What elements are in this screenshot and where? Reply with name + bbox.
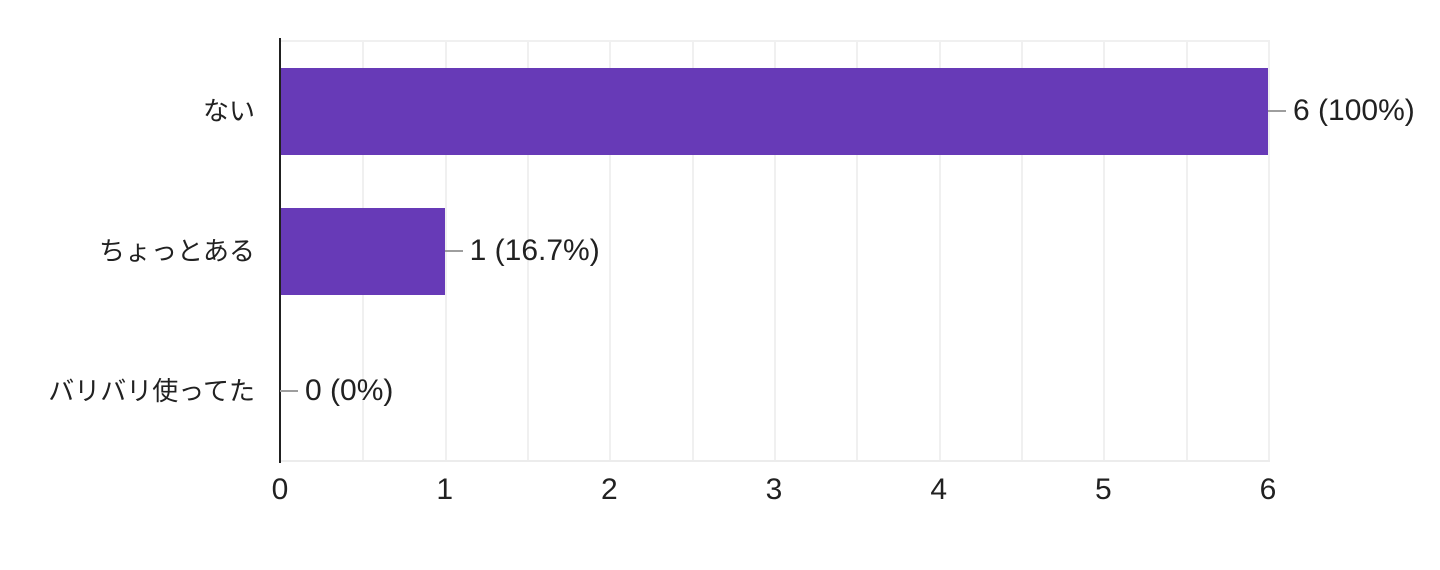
v-gridline <box>1021 41 1023 461</box>
bar-value-label: 0 (0%) <box>305 374 394 407</box>
x-tick-label: 1 <box>436 473 453 506</box>
v-gridline <box>691 41 694 461</box>
bar <box>281 67 1268 155</box>
category-label: バリバリ使ってた <box>48 376 255 406</box>
bar-value-label: 1 (16.7%) <box>469 234 600 267</box>
x-tick-label: 3 <box>765 473 783 506</box>
y-axis-line <box>279 38 281 463</box>
x-tick-label: 0 <box>271 473 289 506</box>
plot-top-border <box>280 40 1270 42</box>
category-label: ない <box>202 96 255 126</box>
v-gridline <box>938 41 941 461</box>
bar-connector <box>1268 110 1286 112</box>
v-gridline <box>1268 41 1270 461</box>
bar <box>281 207 445 295</box>
x-tick-label: 6 <box>1259 473 1277 506</box>
bar-connector <box>444 250 463 252</box>
x-tick-label: 4 <box>930 473 947 506</box>
category-label: ちょっとある <box>98 236 255 266</box>
v-gridline <box>856 41 859 461</box>
bar-value-label: 6 (100%) <box>1293 94 1415 127</box>
v-gridline <box>527 41 529 461</box>
v-gridline <box>1185 41 1188 461</box>
bar-connector <box>280 390 298 392</box>
v-gridline <box>774 41 776 461</box>
x-tick-label: 2 <box>600 473 618 506</box>
v-gridline <box>1103 41 1106 461</box>
v-gridline <box>609 41 612 461</box>
x-baseline <box>280 460 1270 462</box>
x-tick-label: 5 <box>1094 473 1112 506</box>
